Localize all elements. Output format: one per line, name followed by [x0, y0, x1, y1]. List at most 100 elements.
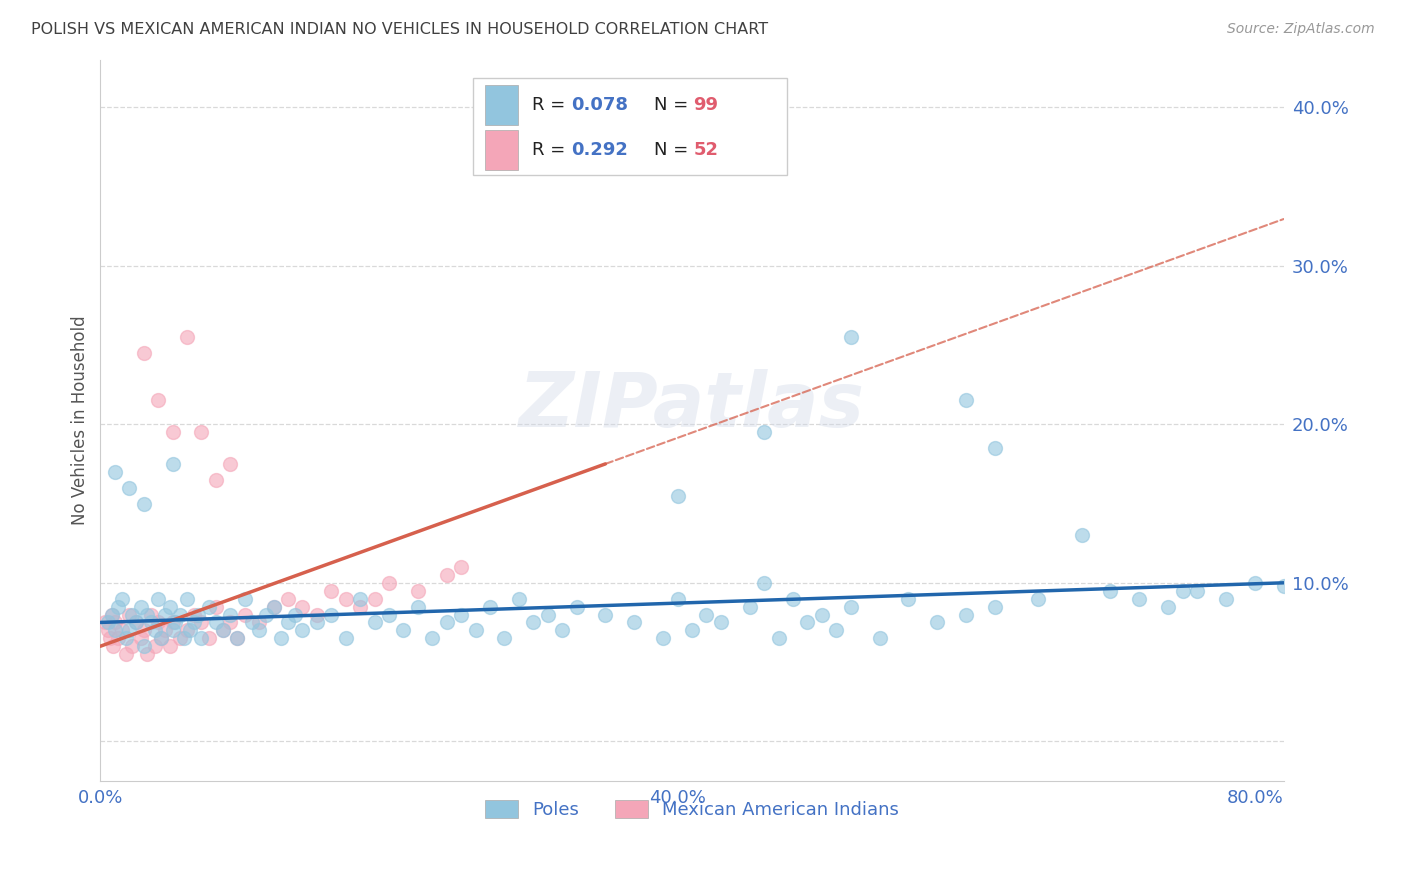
Point [190, 425, 212, 440]
Point [233, 591, 256, 606]
Point [1026, 591, 1049, 606]
Point [132, 497, 155, 511]
Point [811, 607, 834, 622]
Point [129, 632, 152, 646]
Point [270, 632, 292, 646]
Point [263, 599, 285, 614]
Point [796, 615, 818, 630]
Point [135, 647, 157, 661]
Point [187, 607, 209, 622]
Point [595, 607, 617, 622]
Point [104, 615, 127, 630]
Point [522, 615, 544, 630]
Point [1099, 583, 1122, 598]
Point [392, 624, 415, 638]
Point [93, 615, 115, 630]
Point [738, 599, 761, 614]
Point [247, 615, 270, 630]
Point [927, 615, 949, 630]
Point [169, 607, 191, 622]
Point [955, 393, 977, 408]
Point [305, 607, 328, 622]
Point [623, 615, 645, 630]
Point [955, 607, 977, 622]
Point [165, 615, 187, 630]
Point [420, 632, 443, 646]
Point [115, 632, 138, 646]
Text: POLISH VS MEXICAN AMERICAN INDIAN NO VEHICLES IN HOUSEHOLD CORRELATION CHART: POLISH VS MEXICAN AMERICAN INDIAN NO VEH… [31, 22, 768, 37]
Point [143, 639, 166, 653]
Point [159, 639, 181, 653]
Point [132, 639, 155, 653]
Text: R =: R = [533, 96, 571, 114]
Point [111, 591, 134, 606]
Point [839, 330, 862, 344]
Point [226, 632, 249, 646]
Point [115, 647, 138, 661]
Point [149, 632, 172, 646]
Point [1070, 528, 1092, 542]
Point [681, 624, 703, 638]
Point [1272, 579, 1295, 593]
Point [666, 591, 689, 606]
Point [125, 615, 148, 630]
Point [782, 591, 804, 606]
Point [897, 591, 920, 606]
Point [132, 624, 155, 638]
Point [155, 624, 177, 638]
Text: 0.078: 0.078 [571, 96, 628, 114]
Point [378, 607, 401, 622]
Y-axis label: No Vehicles in Household: No Vehicles in Household [72, 316, 89, 525]
Point [162, 425, 184, 440]
Point [839, 599, 862, 614]
Point [508, 591, 530, 606]
Point [118, 607, 141, 622]
Point [450, 607, 472, 622]
Point [652, 632, 675, 646]
Point [219, 607, 242, 622]
Point [107, 632, 129, 646]
Point [97, 615, 120, 630]
Point [363, 615, 385, 630]
Point [277, 591, 299, 606]
Point [305, 615, 328, 630]
Point [254, 607, 277, 622]
Point [219, 615, 242, 630]
Text: 0.292: 0.292 [571, 141, 628, 159]
Point [537, 607, 560, 622]
Point [984, 441, 1007, 455]
Point [247, 624, 270, 638]
Point [349, 599, 371, 614]
Point [204, 473, 226, 487]
Point [349, 591, 371, 606]
Point [263, 599, 285, 614]
Point [118, 481, 141, 495]
Point [1215, 591, 1237, 606]
Point [869, 632, 891, 646]
Point [139, 607, 162, 622]
Point [233, 607, 256, 622]
Point [97, 624, 120, 638]
Point [825, 624, 848, 638]
FancyBboxPatch shape [485, 130, 517, 169]
Point [146, 615, 169, 630]
Point [436, 615, 458, 630]
Text: R =: R = [533, 141, 571, 159]
Point [173, 632, 195, 646]
Point [450, 560, 472, 574]
Point [197, 632, 219, 646]
Point [695, 607, 717, 622]
Point [146, 393, 169, 408]
Text: N =: N = [654, 141, 695, 159]
Point [190, 632, 212, 646]
Point [111, 624, 134, 638]
Point [101, 607, 124, 622]
Point [494, 632, 516, 646]
Point [162, 457, 184, 471]
Point [155, 607, 177, 622]
Point [183, 615, 205, 630]
Point [204, 599, 226, 614]
Point [169, 632, 191, 646]
Point [335, 591, 357, 606]
Point [768, 632, 790, 646]
